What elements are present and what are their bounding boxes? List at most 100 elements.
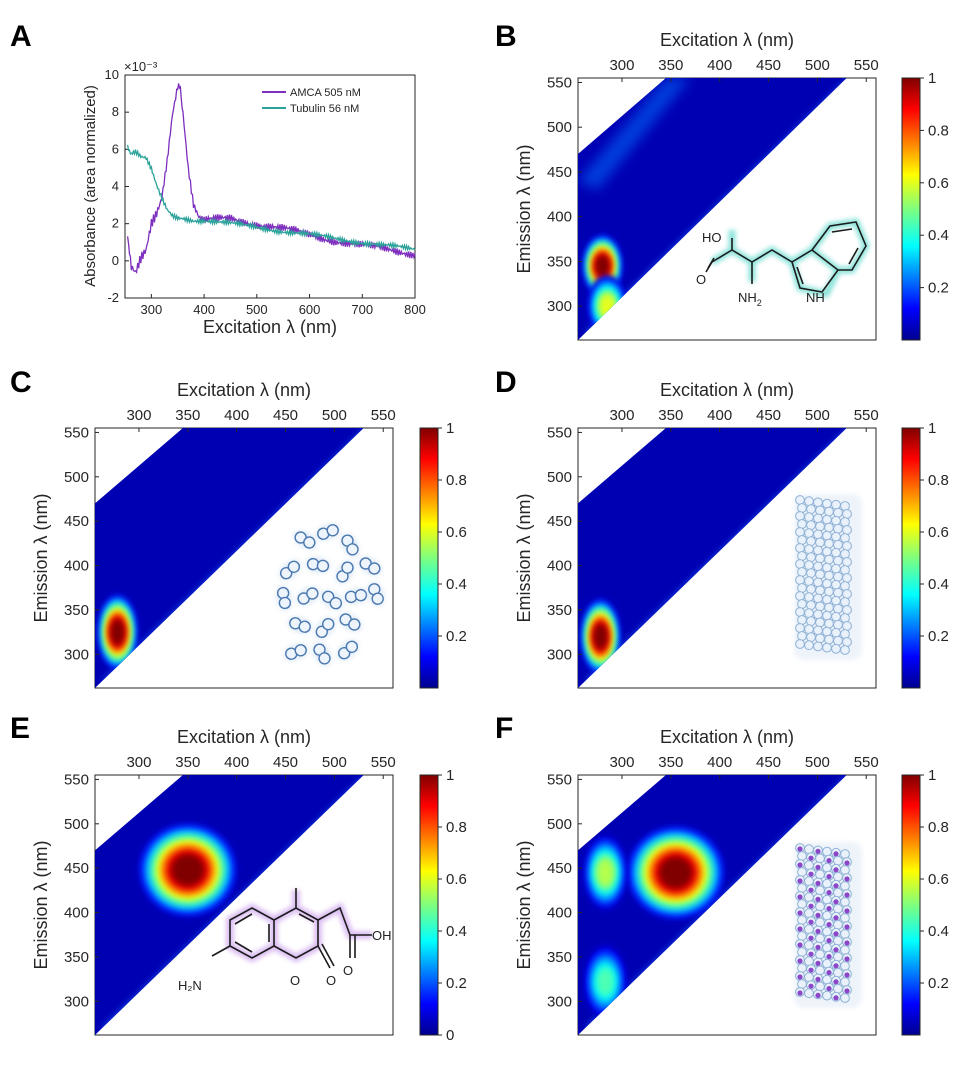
tubulin-dimer [314,616,336,640]
x-tick-label: 300 [126,407,151,424]
amca-structure-inset: H₂N O O O OH [178,888,392,993]
amca-label-dot [833,867,839,873]
tubulin-subunit [840,597,850,607]
tubulin-subunit [842,637,852,647]
legend-label-tubulin: Tubulin 56 nM [290,103,359,115]
heatmap-peak-level [659,857,693,889]
tubulin-subunit [840,501,850,511]
tubulin-subunit [804,988,814,999]
tubulin-subunit [797,615,807,625]
exponent-label: ×10⁻³ [124,59,158,74]
tubulin-dimers-inset [275,523,385,666]
amca-label-dot [815,992,821,999]
amca-label-dot [815,896,821,903]
tubulin-subunit [797,931,807,941]
x-tick-label: 500 [322,407,347,424]
tubulin-subunit [840,849,850,859]
tubulin-subunit [833,603,843,614]
amca-label-dot [815,880,821,887]
y-tick-label: 10 [105,67,119,82]
tubulin-dimer [338,612,362,632]
tubulin-subunit [833,967,843,978]
tubulin-subunit [804,844,814,855]
amca-label-dot [826,938,832,944]
colorbar-tick-label: 0.2 [928,628,949,645]
y-axis-title: Emission λ (nm) [31,840,51,969]
tubulin-subunit [804,640,814,651]
tubulin-subunit [815,585,825,596]
tubulin-subunit [822,594,832,605]
microtubule-inset [794,494,862,660]
tubulin-subunit [804,544,814,555]
scatter-band [578,78,691,190]
tubulin-dimer [343,587,369,605]
amca-label-dot [826,970,832,976]
colorbar-tick-label: 0.6 [446,871,467,888]
x-axis-title: Excitation λ (nm) [203,317,337,337]
colorbar-tick-label: 0.6 [446,524,467,541]
tubulin-dimer [296,586,320,606]
tubulin-subunit [804,892,814,903]
tubulin-subunit [822,626,832,637]
tubulin-subunit [797,867,807,877]
label-lactone-o: O [326,973,336,988]
amca-label-dot [833,947,839,953]
heatmap-panel-e: 300 350 400 450 500 550 300 350 400 450 500 550 Exci… [31,727,467,1044]
label-oh: OH [372,928,392,943]
tubulin-subunit [806,600,816,611]
tubulin-dimer [275,585,293,611]
panel-label-b: B [495,20,517,53]
tubulin-subunit [831,627,841,638]
y-tick-label: 400 [64,905,89,922]
amca-label-dot [797,958,803,964]
colorbar-tick-label: 0.6 [928,524,949,541]
y-tick-label: 350 [547,253,572,270]
amca-label-dot [844,892,850,898]
y-tick-label: -2 [107,290,119,305]
panel-label-a: A [10,20,32,53]
colorbar-tick-label: 0.8 [928,122,949,139]
tubulin-dimer [358,556,382,576]
tubulin-subunit [806,616,816,627]
tubulin-subunit [822,498,832,509]
amca-label-dot [844,876,850,882]
tubulin-subunit [813,577,823,588]
x-tick-label: 400 [193,302,215,317]
tubulin-dimer [315,523,341,541]
tubulin-subunit [795,575,805,585]
panel-label-c: C [10,366,32,399]
tubulin-subunit [831,563,841,574]
colorbar-tick-label: 0.8 [446,819,467,836]
heatmap-peak-level [593,623,608,650]
tubulin-subunit [840,881,850,891]
tubulin-subunit [815,569,825,580]
tubulin-subunit [797,567,807,577]
tubulin-subunit [831,547,841,558]
amca-label-dot [844,972,850,978]
tubulin-subunit [833,619,843,630]
x-axis-title: Excitation λ (nm) [177,380,311,400]
tubulin-subunit [840,977,850,987]
tubulin-subunit [804,512,814,523]
tubulin-subunit [833,887,843,898]
tubulin-subunit [795,527,805,537]
tubulin-subunit [797,631,807,641]
tubulin-subunit [842,573,852,583]
tubulin-subunit [813,561,823,572]
x-tick-label: 450 [756,407,781,424]
amca-label-dot [808,935,814,941]
x-tick-label: 350 [175,407,200,424]
tubulin-subunit [824,618,834,629]
tubulin-subunit [840,945,850,955]
tubulin-subunit [815,965,825,976]
tubulin-subunit [815,885,825,896]
tubulin-subunit [822,578,832,589]
heatmap-peak-level [597,860,613,886]
tubulin-subunit [797,535,807,545]
amca-label-dot [797,862,803,868]
tubulin-subunit [831,611,841,622]
tubulin-subunit [822,546,832,557]
x-axis-title: Excitation λ (nm) [660,380,794,400]
tubulin-subunit [797,599,807,609]
tubulin-subunit [833,871,843,882]
